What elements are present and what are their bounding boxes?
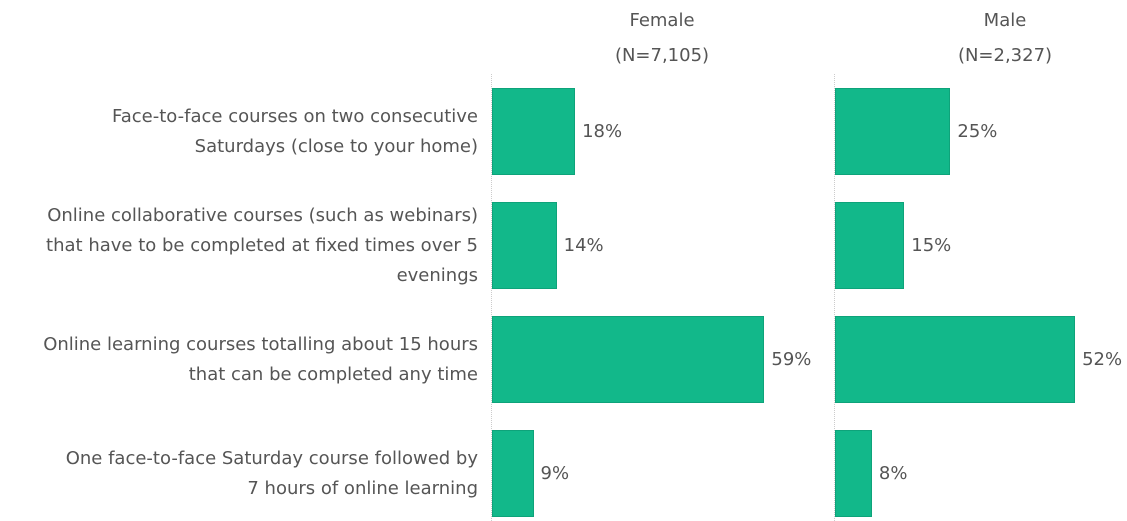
category-label: Online collaborative courses (such as we… <box>46 204 478 286</box>
value-label: 25% <box>957 120 998 142</box>
value-label: 15% <box>911 234 952 256</box>
category-label: Face-to-face courses on two consecutive … <box>112 105 478 157</box>
panel-note: (N=7,105) <box>614 45 710 66</box>
value-label: 9% <box>540 462 570 484</box>
value-label: 14% <box>563 234 604 256</box>
bar <box>492 202 557 289</box>
bar <box>835 88 951 175</box>
value-label: 52% <box>1082 348 1123 370</box>
panel-separator <box>834 74 835 521</box>
bar <box>492 88 576 175</box>
panel-separator <box>491 74 492 521</box>
panel-title: Male <box>983 10 1027 31</box>
bar <box>835 316 1076 403</box>
category-label: Online learning courses totalling about … <box>43 333 478 385</box>
value-label: 59% <box>771 348 812 370</box>
bar <box>835 430 872 517</box>
bar <box>492 316 765 403</box>
panel-note: (N=2,327) <box>957 45 1053 66</box>
category-label: One face-to-face Saturday course followe… <box>65 447 478 499</box>
value-label: 8% <box>878 462 908 484</box>
bar <box>492 430 534 517</box>
value-label: 18% <box>582 120 623 142</box>
panel-title: Female <box>629 10 695 31</box>
bar <box>835 202 905 289</box>
